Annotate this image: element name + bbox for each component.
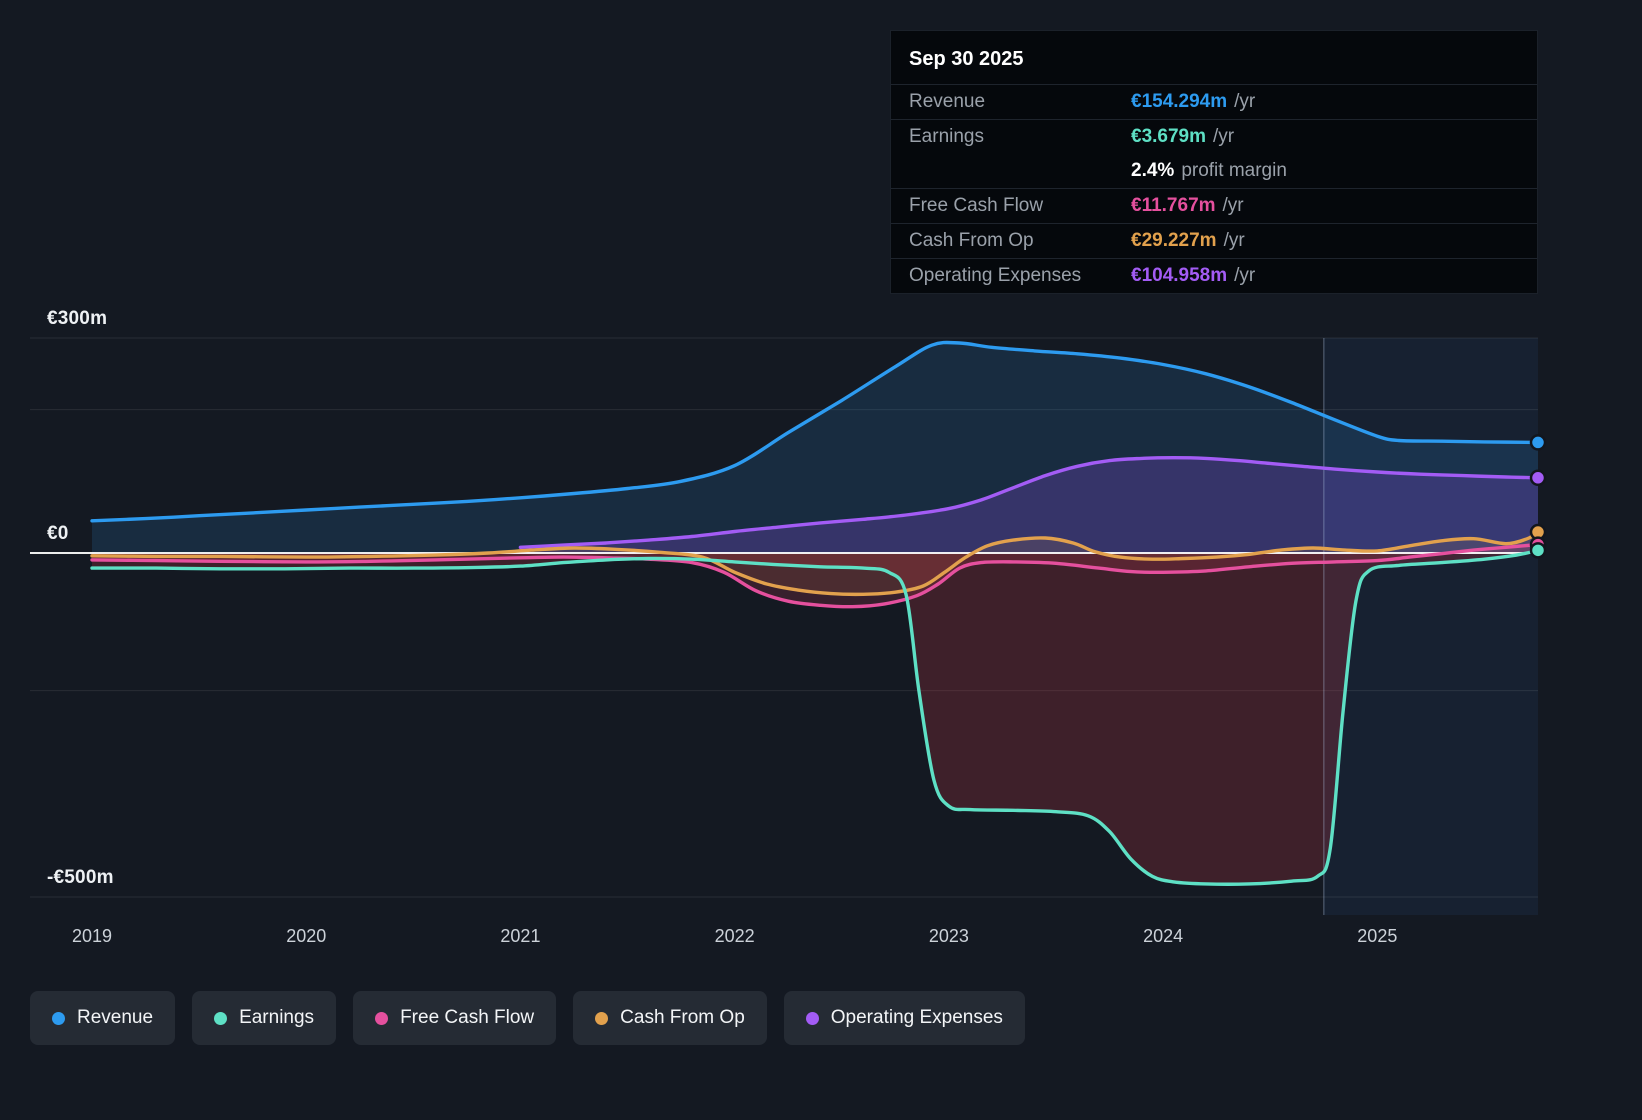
tooltip-value: 2.4% xyxy=(1131,160,1175,181)
x-axis-label-2019: 2019 xyxy=(71,926,113,946)
revenue-area xyxy=(92,342,1538,553)
tooltip-value: €3.679m xyxy=(1131,126,1207,147)
legend: Revenue Earnings Free Cash Flow Cash From O… xyxy=(30,991,1025,1045)
y-axis-label-1: €0 xyxy=(47,523,69,544)
tooltip-label: Operating Expenses xyxy=(909,265,1082,286)
earnings-dot-icon xyxy=(214,1011,228,1025)
legend-label: Operating Expenses xyxy=(830,1007,1003,1028)
revenue-endpoint[interactable] xyxy=(1529,434,1547,451)
cash-from-op-line xyxy=(90,530,1540,597)
tooltip-suffix: /yr xyxy=(1213,126,1235,147)
operating-expenses-area xyxy=(520,457,1538,553)
legend-earnings[interactable]: Earnings xyxy=(192,991,337,1045)
tooltip-row-cash-from-op: Cash From Op €29.227m/yr xyxy=(891,223,1537,258)
earnings-area xyxy=(92,550,1538,885)
tooltip-row-profit-margin: 2.4% profit margin xyxy=(891,154,1537,188)
revenue-line xyxy=(90,340,1540,523)
tooltip-rows: Revenue €154.294m/yr Earnings €3.679m/yr 2.4… xyxy=(891,84,1537,293)
legend-revenue[interactable]: Revenue xyxy=(30,991,176,1045)
x-axis-label-2023: 2023 xyxy=(928,926,969,946)
x-axis-label-2025: 2025 xyxy=(1357,926,1398,946)
highlight-band xyxy=(1323,338,1538,915)
legend-label: Cash From Op xyxy=(620,1007,745,1028)
y-axis-label-0: €300m xyxy=(47,308,108,329)
legend-free-cash-flow[interactable]: Free Cash Flow xyxy=(353,991,557,1045)
tooltip-row-free-cash-flow: Free Cash Flow €11.767m/yr xyxy=(891,188,1537,223)
operating-expenses-dot-icon xyxy=(805,1011,819,1025)
free-cash-flow-line xyxy=(90,542,1540,609)
tooltip-value: €154.294m xyxy=(1131,91,1228,112)
tooltip-suffix: /yr xyxy=(1234,265,1256,286)
revenue-dot-icon xyxy=(52,1011,65,1025)
cash-from-op-area xyxy=(92,532,1538,595)
tooltip-value: €104.958m xyxy=(1131,265,1228,286)
y-axis-label-2: -€500m xyxy=(47,867,114,888)
tooltip-row-earnings: Earnings €3.679m/yr xyxy=(891,119,1537,154)
tooltip-label: Free Cash Flow xyxy=(909,195,1044,216)
x-axis-label-2022: 2022 xyxy=(714,926,755,946)
tooltip-label: Revenue xyxy=(909,91,986,112)
legend-label: Free Cash Flow xyxy=(400,1007,535,1028)
tooltip-value: €29.227m xyxy=(1131,230,1217,251)
tooltip-label: Cash From Op xyxy=(909,230,1034,251)
x-axis-label-2020: 2020 xyxy=(286,926,327,946)
tooltip-row-operating-expenses: Operating Expenses €104.958m/yr xyxy=(891,258,1537,293)
legend-operating-expenses[interactable]: Operating Expenses xyxy=(783,991,1025,1045)
tooltip-value: €11.767m xyxy=(1131,195,1216,216)
x-axis-label-2024: 2024 xyxy=(1143,926,1184,946)
operating-expenses-endpoint[interactable] xyxy=(1529,469,1547,487)
legend-label: Earnings xyxy=(239,1007,315,1028)
tooltip-row-revenue: Revenue €154.294m/yr xyxy=(891,84,1537,119)
legend-label: Revenue xyxy=(77,1007,154,1028)
x-axis-label-2021: 2021 xyxy=(500,926,541,946)
tooltip-suffix: /yr xyxy=(1222,195,1244,216)
legend-cash-from-op[interactable]: Cash From Op xyxy=(573,991,767,1045)
operating-expenses-line xyxy=(518,456,1540,549)
tooltip-suffix: /yr xyxy=(1234,91,1256,112)
earnings-endpoint[interactable] xyxy=(1529,542,1547,559)
earnings-line xyxy=(90,548,1540,886)
data-tooltip: Sep 30 2025 Revenue €154.294m/yr Earnings €… xyxy=(890,30,1538,294)
tooltip-label: Earnings xyxy=(909,126,984,147)
tooltip-suffix: profit margin xyxy=(1181,160,1287,181)
cash-from-op-dot-icon xyxy=(595,1011,609,1025)
tooltip-date: Sep 30 2025 xyxy=(909,48,1024,70)
tooltip-suffix: /yr xyxy=(1223,230,1245,251)
free-cash-flow-dot-icon xyxy=(375,1011,389,1025)
